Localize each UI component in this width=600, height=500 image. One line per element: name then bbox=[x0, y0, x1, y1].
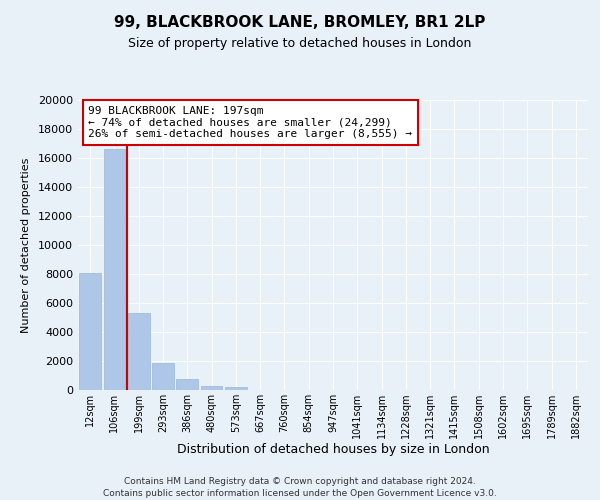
Bar bbox=[176, 378, 198, 390]
Bar bbox=[200, 386, 223, 390]
Bar bbox=[79, 272, 101, 390]
Text: Size of property relative to detached houses in London: Size of property relative to detached ho… bbox=[128, 38, 472, 51]
Text: 99 BLACKBROOK LANE: 197sqm
← 74% of detached houses are smaller (24,299)
26% of : 99 BLACKBROOK LANE: 197sqm ← 74% of deta… bbox=[88, 106, 412, 139]
Text: Distribution of detached houses by size in London: Distribution of detached houses by size … bbox=[176, 442, 490, 456]
Text: Contains HM Land Registry data © Crown copyright and database right 2024.: Contains HM Land Registry data © Crown c… bbox=[124, 478, 476, 486]
Bar bbox=[225, 386, 247, 390]
Text: 99, BLACKBROOK LANE, BROMLEY, BR1 2LP: 99, BLACKBROOK LANE, BROMLEY, BR1 2LP bbox=[115, 15, 485, 30]
Text: Contains public sector information licensed under the Open Government Licence v3: Contains public sector information licen… bbox=[103, 489, 497, 498]
Bar bbox=[152, 363, 174, 390]
Y-axis label: Number of detached properties: Number of detached properties bbox=[21, 158, 31, 332]
Bar bbox=[128, 313, 149, 390]
Bar bbox=[104, 150, 125, 390]
